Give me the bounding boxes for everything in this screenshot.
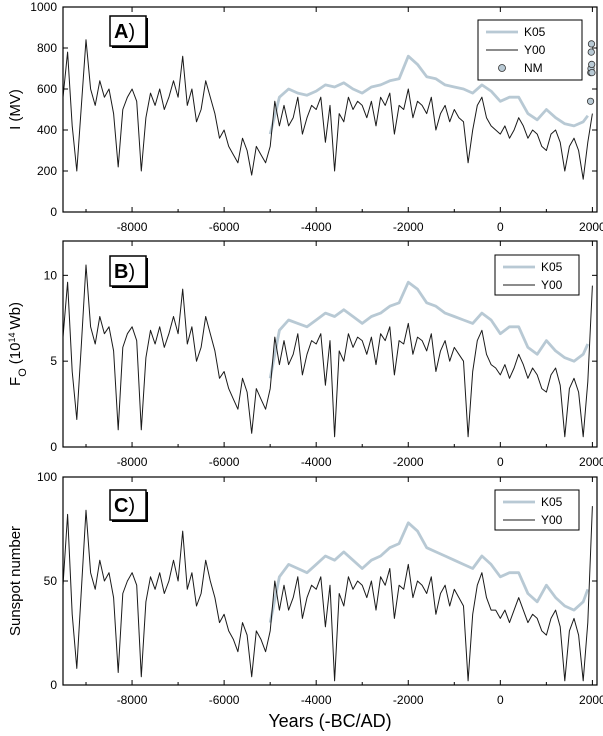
series-line-k05 <box>268 521 590 623</box>
panel-a: -8000 -6000 -4000 -2000 0 2000 0 200 400 600 800 10… <box>7 0 603 234</box>
series-line-k05 <box>268 54 589 135</box>
series-line-y00 <box>63 39 593 180</box>
series-group <box>63 39 593 180</box>
series-group <box>63 506 593 682</box>
plot-frame <box>62 6 598 213</box>
x-tick-label: 0 <box>497 693 504 707</box>
y-tick-label: 0 <box>50 205 57 219</box>
x-tick-label: 2000 <box>579 220 603 234</box>
legend-label-nm: NM <box>524 61 543 75</box>
legend-label-k05: K05 <box>541 495 563 509</box>
x-tick-label: -2000 <box>393 455 424 469</box>
series-group <box>63 264 593 438</box>
legend-box <box>494 489 580 531</box>
nm-point <box>588 60 596 69</box>
y-tick-label: 800 <box>37 41 57 55</box>
plot-frame <box>62 240 598 448</box>
panel-tag-box <box>109 255 147 287</box>
y-tick-label: 600 <box>37 82 57 96</box>
y-tick-label: 200 <box>37 164 57 178</box>
x-tick-label: -6000 <box>209 220 240 234</box>
legend-box <box>494 254 580 296</box>
panel-tag: C) <box>114 495 135 517</box>
x-tick-label: -4000 <box>301 693 332 707</box>
x-tick-label: -2000 <box>393 693 424 707</box>
series-line-k05 <box>268 280 590 379</box>
series-line-y00 <box>63 506 593 682</box>
x-tick-label: -6000 <box>209 455 240 469</box>
x-tick-label: -4000 <box>301 455 332 469</box>
series-line-y00 <box>63 264 593 438</box>
y-tick-label: 5 <box>50 354 57 368</box>
y-tick-label: 50 <box>44 574 58 588</box>
legend-label-y00: Y00 <box>541 513 563 527</box>
panel-b: -8000 -6000 -4000 -2000 0 2000 0 5 10 FO(1014Wb) B… <box>7 240 603 469</box>
y-tick-label: 400 <box>37 123 57 137</box>
x-tick-label: -4000 <box>301 220 332 234</box>
legend-label-y00: Y00 <box>541 278 563 292</box>
x-tick-label: -6000 <box>209 693 240 707</box>
y-tick-label: 100 <box>37 470 57 484</box>
y-axis-label: Sunspot number <box>7 526 24 636</box>
x-tick-label: -8000 <box>117 455 148 469</box>
x-axis-label: Years (-BC/AD) <box>268 711 391 731</box>
y-tick-label: 1000 <box>30 0 57 14</box>
panel-tag-box <box>109 489 147 521</box>
nm-point <box>588 69 596 77</box>
x-tick-label: 0 <box>497 455 504 469</box>
y-tick-label: 0 <box>50 440 57 454</box>
x-tick-label: -2000 <box>393 220 424 234</box>
y-axis-label: FO(1014Wb) <box>7 302 29 386</box>
nm-point <box>586 97 595 105</box>
legend-label-k05: K05 <box>541 260 563 274</box>
y-tick-label: 10 <box>44 268 58 282</box>
y-axis-label: I (MV) <box>7 89 24 130</box>
nm-point <box>587 48 595 56</box>
panel-tag: A) <box>114 21 135 43</box>
x-tick-label: 2000 <box>579 693 603 707</box>
nm-point <box>587 40 596 48</box>
x-tick-label: -8000 <box>117 693 148 707</box>
panel-tag: B) <box>114 261 135 283</box>
y-tick-label: 0 <box>50 678 57 692</box>
panel-c: -8000 -6000 -4000 -2000 0 2000 0 50 100 Sunspot n… <box>7 470 603 731</box>
x-tick-label: 2000 <box>579 455 603 469</box>
legend-label-k05: K05 <box>524 25 546 39</box>
legend-swatch-nm <box>498 64 506 72</box>
x-tick-label: 0 <box>497 220 504 234</box>
x-tick-label: -8000 <box>117 220 148 234</box>
panel-tag-box <box>109 15 147 47</box>
legend-label-y00: Y00 <box>524 43 546 57</box>
